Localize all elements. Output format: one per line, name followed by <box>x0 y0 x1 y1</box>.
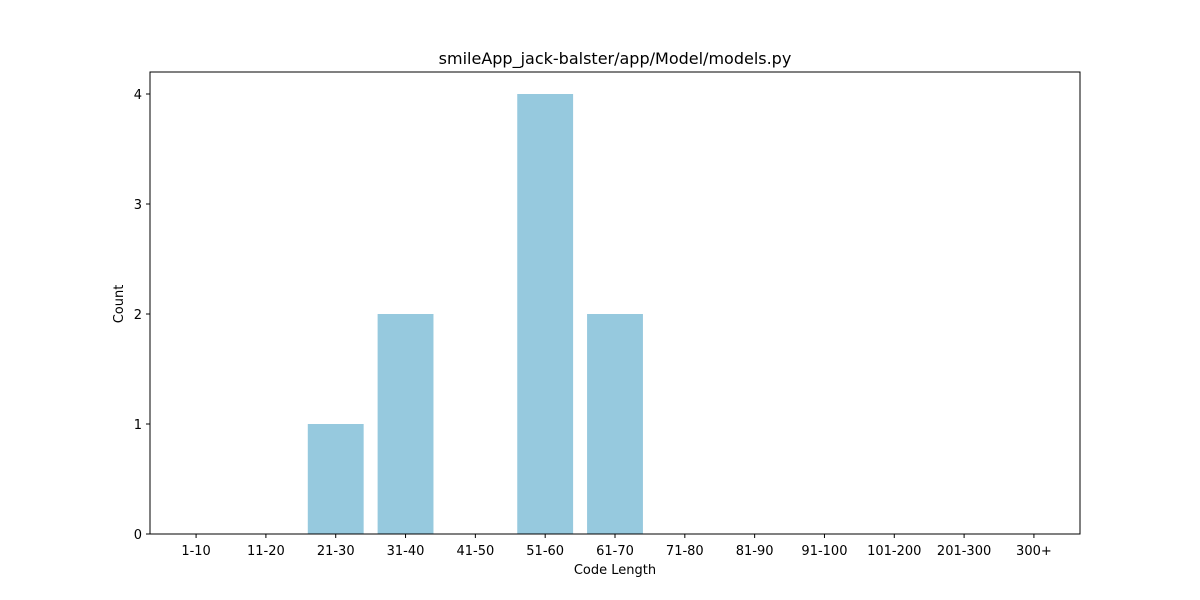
y-tick-label: 2 <box>134 308 142 323</box>
y-axis-label: Count <box>112 285 127 324</box>
bar-61-70 <box>587 314 643 534</box>
bar-21-30 <box>307 424 364 534</box>
y-tick-label: 4 <box>134 88 142 103</box>
y-tick-label: 3 <box>134 198 142 213</box>
y-tick-label: 0 <box>134 528 142 543</box>
x-tick-label: 101-200 <box>867 544 921 559</box>
x-tick-label: 300+ <box>1016 544 1052 559</box>
x-axis-label: Code Length <box>574 563 656 578</box>
x-tick-label: 91-100 <box>801 544 847 559</box>
bar-51-60 <box>517 94 574 534</box>
y-tick-label: 1 <box>134 418 142 433</box>
x-tick-label: 31-40 <box>387 544 425 559</box>
x-tick-label: 71-80 <box>666 544 704 559</box>
x-tick-label: 1-10 <box>181 544 211 559</box>
x-tick-label: 81-90 <box>736 544 774 559</box>
bar-31-40 <box>377 314 434 534</box>
plot-area: 1-10 11-20 21-30 31-40 41-50 51-60 61-70 71-80 8… <box>134 71 1081 559</box>
x-tick-label: 51-60 <box>526 544 564 559</box>
x-tick-label: 21-30 <box>317 544 355 559</box>
x-tick-label: 41-50 <box>456 544 494 559</box>
x-tick-label: 61-70 <box>596 544 634 559</box>
chart-title: smileApp_jack-balster/app/Model/models.p… <box>439 49 792 69</box>
x-tick-label: 11-20 <box>247 544 285 559</box>
x-tick-label: 201-300 <box>937 544 991 559</box>
